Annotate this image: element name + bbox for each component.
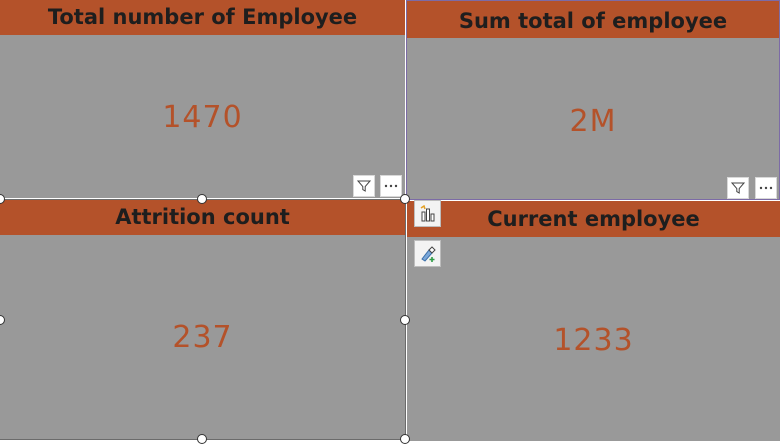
analytics-icon[interactable] (414, 200, 441, 227)
card-attrition-count[interactable]: Attrition count 237 (0, 200, 405, 440)
filter-icon[interactable] (353, 175, 375, 197)
card-value: 2M (569, 104, 617, 139)
card-current-employee[interactable]: Current employee 1233 (407, 201, 780, 441)
card-title: Current employee (407, 201, 780, 237)
resize-handle[interactable] (400, 434, 410, 444)
card-sum-total-employees[interactable]: Sum total of employee 2M (406, 0, 780, 200)
card-title: Attrition count (0, 200, 405, 235)
resize-handle[interactable] (197, 194, 207, 204)
card-title: Total number of Employee (0, 0, 405, 35)
card-total-employees[interactable]: Total number of Employee 1470 (0, 0, 405, 198)
more-options-icon[interactable] (755, 177, 777, 199)
resize-handle[interactable] (400, 194, 410, 204)
filter-icon[interactable] (727, 177, 749, 199)
resize-handle[interactable] (400, 315, 410, 325)
card-value: 1470 (162, 100, 243, 135)
card-value: 1233 (553, 323, 634, 358)
format-visual-icon[interactable] (414, 240, 441, 267)
more-options-icon[interactable] (380, 175, 402, 197)
card-value: 237 (172, 320, 233, 355)
card-title: Sum total of employee (407, 1, 779, 38)
resize-handle[interactable] (197, 434, 207, 444)
